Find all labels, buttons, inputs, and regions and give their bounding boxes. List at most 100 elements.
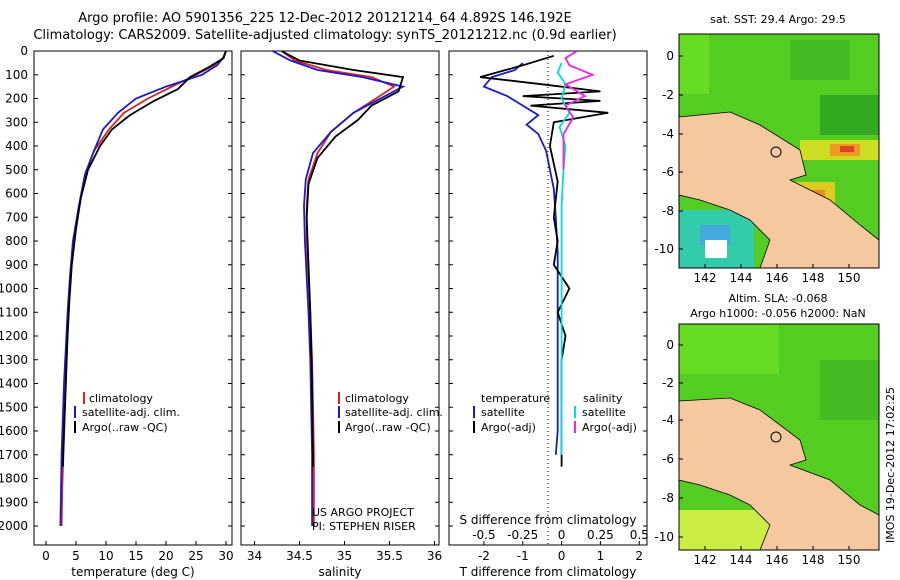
series-line-satellite bbox=[272, 51, 406, 526]
series-line-argo bbox=[61, 51, 227, 467]
s-tick-label: 0.25 bbox=[587, 528, 614, 542]
difference-axes bbox=[448, 50, 648, 546]
lat-tick-label: -6 bbox=[662, 165, 674, 179]
sla-map-title1: Altim. SLA: -0.068 bbox=[728, 292, 827, 305]
series-line-argo bbox=[281, 51, 405, 467]
x-tick-label: 34 bbox=[247, 549, 262, 563]
sst-map-title: sat. SST: 29.4 Argo: 29.5 bbox=[710, 13, 846, 26]
x-tick-label: 0 bbox=[558, 549, 566, 563]
series-line-salinity-argo-adj- bbox=[562, 51, 596, 170]
s-tick-label: -0.25 bbox=[507, 528, 538, 542]
series-line-salinity-satellite bbox=[556, 62, 571, 455]
series-line-temperature-argo-adj- bbox=[479, 54, 609, 467]
lat-tick-label: -4 bbox=[662, 413, 674, 427]
x-tick-label: 2 bbox=[635, 549, 643, 563]
x-tick-label: 35.5 bbox=[376, 549, 403, 563]
depth-tick-label: 800 bbox=[5, 234, 28, 248]
depth-tick-label: 300 bbox=[5, 115, 28, 129]
lat-tick-label: 0 bbox=[666, 49, 674, 63]
series-line-temperature-satellite bbox=[482, 62, 559, 455]
depth-tick-label: 0 bbox=[20, 44, 28, 58]
legend-temperature-header: temperature bbox=[481, 392, 550, 405]
x-tick-label: -2 bbox=[478, 549, 490, 563]
sst-map bbox=[678, 33, 880, 269]
lon-tick-label: 148 bbox=[802, 553, 825, 567]
s-tick-label: 0.5 bbox=[630, 528, 649, 542]
salinity-axes bbox=[240, 50, 440, 546]
lat-tick-label: -10 bbox=[654, 242, 674, 256]
legend-satellite: satellite-adj. clim. bbox=[82, 406, 180, 419]
sst-map-patch-2 bbox=[790, 40, 850, 80]
x-tick-label: 20 bbox=[158, 549, 173, 563]
salinity-xlabel: salinity bbox=[318, 565, 361, 579]
argo-position-marker bbox=[770, 146, 782, 158]
depth-tick-label: 700 bbox=[5, 210, 28, 224]
sst-map-frame bbox=[678, 33, 880, 269]
x-tick-label: 30 bbox=[218, 549, 233, 563]
x-tick-label: 1 bbox=[597, 549, 605, 563]
chart-title-line1: Argo profile: AO 5901356_225 12-Dec-2012… bbox=[78, 11, 572, 26]
depth-tick-label: 100 bbox=[5, 68, 28, 82]
lon-tick-label: 148 bbox=[802, 271, 825, 285]
project-label: US ARGO PROJECT bbox=[312, 506, 414, 519]
depth-tick-label: 1300 bbox=[0, 353, 28, 367]
sst-map-nodata bbox=[705, 240, 727, 258]
lat-tick-label: -4 bbox=[662, 127, 674, 141]
depth-tick-label: 600 bbox=[5, 187, 28, 201]
x-tick-label: 34.5 bbox=[286, 549, 313, 563]
sla-map-title2: Argo h1000: -0.056 h2000: NaN bbox=[690, 307, 866, 320]
temperature-xlabel: temperature (deg C) bbox=[71, 565, 194, 579]
x-tick-label: 25 bbox=[188, 549, 203, 563]
depth-tick-label: 1200 bbox=[0, 329, 28, 343]
legend-climatology: climatology bbox=[89, 392, 153, 405]
depth-tick-label: 500 bbox=[5, 163, 28, 177]
pi-label: PI: STEPHEN RISER bbox=[312, 520, 416, 533]
legend-climatology-s: climatology bbox=[345, 392, 409, 405]
lat-tick-label: -8 bbox=[662, 491, 674, 505]
depth-tick-label: 1600 bbox=[0, 424, 28, 438]
lon-tick-label: 150 bbox=[838, 271, 861, 285]
lon-tick-label: 144 bbox=[730, 271, 753, 285]
depth-tick-label: 200 bbox=[5, 92, 28, 106]
series-line-climatology bbox=[60, 51, 227, 527]
temperature-legend: climatology satellite-adj. clim. Argo(..… bbox=[74, 392, 180, 434]
sst-map-patch-3 bbox=[820, 95, 879, 135]
sla-map-patch-1 bbox=[679, 324, 779, 374]
lon-tick-label: 142 bbox=[694, 553, 717, 567]
legend-argo-s: Argo(..raw -QC) bbox=[345, 421, 431, 434]
series-line-satellite bbox=[59, 51, 227, 527]
x-tick-label: 35 bbox=[337, 549, 352, 563]
depth-tick-label: 1000 bbox=[0, 282, 28, 296]
imos-footer: IMOS 19-Dec-2012 17:02:25 bbox=[884, 387, 897, 543]
sst-map-patch-1 bbox=[679, 34, 709, 94]
depth-tick-label: 1100 bbox=[0, 305, 28, 319]
lon-tick-label: 146 bbox=[766, 553, 789, 567]
lat-tick-label: -2 bbox=[662, 88, 674, 102]
x-tick-label: 36 bbox=[427, 549, 442, 563]
depth-tick-label: 1900 bbox=[0, 495, 28, 509]
s-tick-label: 0 bbox=[558, 528, 566, 542]
depth-tick-label: 400 bbox=[5, 139, 28, 153]
depth-tick-label: 1500 bbox=[0, 400, 28, 414]
x-tick-label: 5 bbox=[72, 549, 80, 563]
series-line-climatology bbox=[280, 51, 396, 526]
legend-argo: Argo(..raw -QC) bbox=[82, 421, 168, 434]
argo-position-marker-2 bbox=[770, 431, 782, 443]
legend-temp-argo: Argo(-adj) bbox=[481, 421, 536, 434]
legend-salinity-header: salinity bbox=[583, 392, 623, 405]
x-tick-label: 0 bbox=[42, 549, 50, 563]
lon-tick-label: 144 bbox=[730, 553, 753, 567]
x-tick-label: 15 bbox=[128, 549, 143, 563]
lat-tick-label: -2 bbox=[662, 376, 674, 390]
depth-tick-label: 1700 bbox=[0, 448, 28, 462]
lat-tick-label: -6 bbox=[662, 452, 674, 466]
depth-tick-label: 1800 bbox=[0, 472, 28, 486]
salinity-legend: climatology satellite-adj. clim. Argo(..… bbox=[338, 392, 443, 434]
lat-tick-label: 0 bbox=[666, 338, 674, 352]
lon-tick-label: 150 bbox=[838, 553, 861, 567]
s-tick-label: -0.5 bbox=[472, 528, 495, 542]
lon-tick-label: 142 bbox=[694, 271, 717, 285]
legend-satellite-s: satellite-adj. clim. bbox=[345, 406, 443, 419]
difference-xlabel-bottom: T difference from climatology bbox=[459, 565, 637, 579]
